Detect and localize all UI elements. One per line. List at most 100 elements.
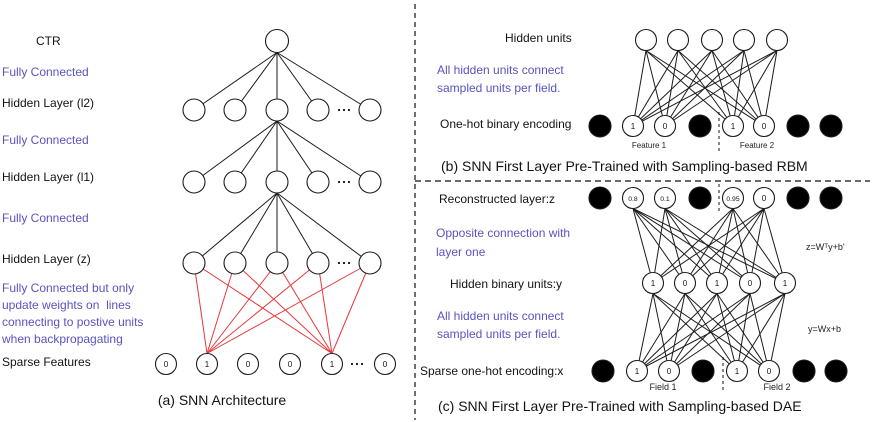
edge-line	[276, 52, 319, 111]
unit-node	[625, 359, 649, 383]
label-reconstructed-layer: Reconstructed layer:z	[439, 192, 556, 206]
unit-node-value: 0	[748, 279, 753, 288]
edge-line	[763, 208, 786, 284]
unit-node	[265, 251, 289, 275]
unit-node-value: 1	[735, 367, 740, 376]
edge-line-red	[276, 262, 333, 354]
unit-node-value: 1	[783, 279, 788, 288]
unit-node-value: 0	[767, 367, 772, 376]
edge-line	[664, 50, 679, 127]
edge-line	[276, 192, 371, 264]
unit-node	[223, 170, 247, 194]
unit-node-filled	[824, 359, 848, 383]
unit-node	[358, 170, 382, 194]
unit-node	[236, 352, 260, 376]
unit-node-value: 0	[164, 360, 169, 369]
edge-line	[768, 293, 786, 372]
edge-line	[716, 208, 765, 284]
edge-line	[664, 208, 751, 284]
ellipsis-dot	[342, 261, 346, 265]
ellipsis-dot	[342, 180, 346, 184]
unit-node	[621, 186, 645, 210]
edge-line-red	[193, 262, 333, 354]
ellipsis-dot	[337, 180, 341, 184]
unit-node-filled	[688, 186, 712, 210]
edge-line	[276, 120, 319, 183]
unit-node-value: 0	[667, 367, 672, 376]
unit-node	[721, 186, 745, 210]
unit-node	[621, 114, 645, 138]
edge-line	[664, 208, 718, 284]
unit-node	[182, 98, 206, 122]
label-fully-connected-2: Fully Connected	[2, 133, 89, 147]
edge-line-red	[206, 262, 278, 354]
edge-line	[193, 192, 278, 264]
unit-node	[182, 251, 206, 275]
label-field-2: Field 2	[763, 382, 791, 392]
unit-node-value: 0	[383, 360, 388, 369]
edge-line	[636, 293, 786, 372]
unit-node	[182, 170, 206, 194]
unit-node-value: 0	[246, 360, 251, 369]
unit-node	[773, 271, 797, 295]
label-dae-note: All hidden units connect sampled units p…	[437, 309, 564, 341]
edge-line-red	[193, 262, 208, 354]
edge-line	[276, 120, 371, 183]
unit-node	[306, 98, 330, 122]
ellipsis-dot	[337, 108, 341, 112]
edge-line	[636, 293, 718, 372]
label-hidden-units: Hidden units	[505, 31, 572, 45]
ellipsis-dot	[360, 362, 364, 366]
edge-line	[652, 208, 765, 284]
unit-node	[265, 98, 289, 122]
label-feature-1: Feature 1	[631, 141, 667, 150]
label-sparse-onehot: Sparse one-hot encoding:x	[420, 364, 564, 378]
unit-node	[666, 28, 690, 52]
edge-line	[193, 120, 278, 183]
unit-node-value: 1	[205, 360, 210, 369]
edge-line	[632, 208, 654, 284]
unit-node	[752, 114, 776, 138]
unit-node	[306, 170, 330, 194]
edge-line	[632, 50, 745, 127]
unit-node-value: 0	[663, 122, 668, 131]
edge-line	[234, 120, 278, 183]
edge-line	[632, 50, 679, 127]
edge-line	[664, 208, 686, 284]
edge-line	[749, 293, 770, 372]
unit-node	[358, 98, 382, 122]
edge-line	[711, 50, 734, 127]
label-one-hot-encoding: One-hot binary encoding	[440, 117, 572, 131]
ellipsis-dot	[342, 108, 346, 112]
unit-node-filled	[688, 114, 712, 138]
edge-line	[736, 293, 786, 372]
caption-c: (c) SNN First Layer Pre-Trained with Sam…	[438, 398, 802, 414]
unit-node	[223, 251, 247, 275]
caption-b: (b) SNN First Layer Pre-Trained with Sam…	[441, 158, 808, 174]
caption-a: (a) SNN Architecture	[157, 392, 287, 408]
unit-node	[732, 28, 756, 52]
label-sparse-features: Sparse Features	[2, 355, 91, 369]
label-hidden-layer-l1: Hidden Layer (l1)	[2, 170, 95, 184]
edge-line	[743, 50, 765, 127]
unit-node	[657, 359, 681, 383]
unit-node-filled	[786, 114, 810, 138]
edge-line	[632, 50, 647, 127]
unit-node-value: 0	[683, 279, 688, 288]
edge-line	[684, 208, 765, 284]
edge-line	[276, 52, 371, 111]
equation-z: z=Wᵀy+b'	[806, 242, 845, 252]
edge-line	[732, 50, 745, 127]
label-hidden-layer-l2: Hidden Layer (l2)	[2, 96, 95, 110]
label-feature-2: Feature 2	[739, 141, 775, 150]
edge-line	[732, 50, 778, 127]
unit-node	[700, 28, 724, 52]
unit-node	[154, 352, 178, 376]
unit-node-value: 1	[731, 122, 736, 131]
edge-line-red	[234, 262, 333, 354]
unit-node	[195, 352, 219, 376]
label-rbm-note: All hidden units connect sampled units p…	[437, 63, 564, 95]
unit-node-value: 1	[631, 122, 636, 131]
unit-node-filled	[691, 359, 715, 383]
